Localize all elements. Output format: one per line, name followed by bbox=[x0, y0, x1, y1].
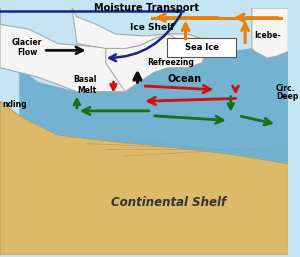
Text: Continental Shelf: Continental Shelf bbox=[111, 196, 226, 209]
Polygon shape bbox=[0, 101, 288, 255]
Text: Circ.: Circ. bbox=[276, 84, 296, 93]
Text: Ice Shelf: Ice Shelf bbox=[130, 23, 174, 32]
Polygon shape bbox=[252, 8, 288, 58]
Text: Glacier
Flow: Glacier Flow bbox=[12, 38, 42, 57]
Text: Refreezing: Refreezing bbox=[147, 58, 194, 67]
Polygon shape bbox=[106, 34, 207, 92]
Text: Moisture Transport: Moisture Transport bbox=[94, 3, 199, 13]
Text: Basal
Melt: Basal Melt bbox=[73, 75, 96, 95]
Text: nding: nding bbox=[2, 100, 26, 109]
FancyBboxPatch shape bbox=[167, 38, 236, 57]
Polygon shape bbox=[19, 48, 288, 164]
Polygon shape bbox=[72, 8, 207, 48]
Text: Icebe-: Icebe- bbox=[254, 31, 280, 40]
Text: Sea Ice: Sea Ice bbox=[185, 43, 219, 52]
Text: Deep: Deep bbox=[276, 92, 298, 101]
Text: Ocean: Ocean bbox=[167, 74, 202, 84]
Polygon shape bbox=[0, 8, 154, 92]
